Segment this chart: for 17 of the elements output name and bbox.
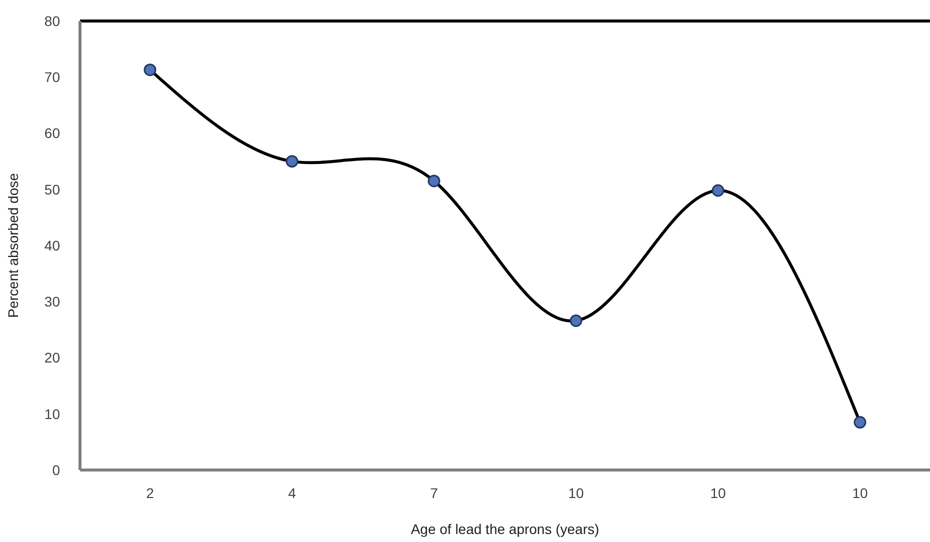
x-tick-label: 10 <box>710 484 726 501</box>
x-tick-label: 2 <box>146 484 154 501</box>
x-tick-label: 4 <box>288 484 296 501</box>
x-tick-label: 10 <box>568 484 584 501</box>
y-tick-label: 20 <box>44 350 60 366</box>
y-tick-label: 40 <box>44 237 60 254</box>
y-tick-label: 80 <box>44 12 60 29</box>
y-tick-label: 60 <box>44 125 60 142</box>
y-tick-label: 30 <box>44 294 60 310</box>
y-tick-label: 10 <box>44 406 60 422</box>
x-tick-label: 10 <box>852 484 868 501</box>
y-tick-label: 50 <box>44 181 60 198</box>
x-tick-label: 7 <box>430 484 438 501</box>
y-tick-label: 0 <box>52 462 60 478</box>
x-axis-title: Age of lead the aprons (years) <box>410 521 600 537</box>
y-axis-title: Percent absorbed dose <box>4 172 21 318</box>
y-tick-label: 70 <box>44 69 60 86</box>
